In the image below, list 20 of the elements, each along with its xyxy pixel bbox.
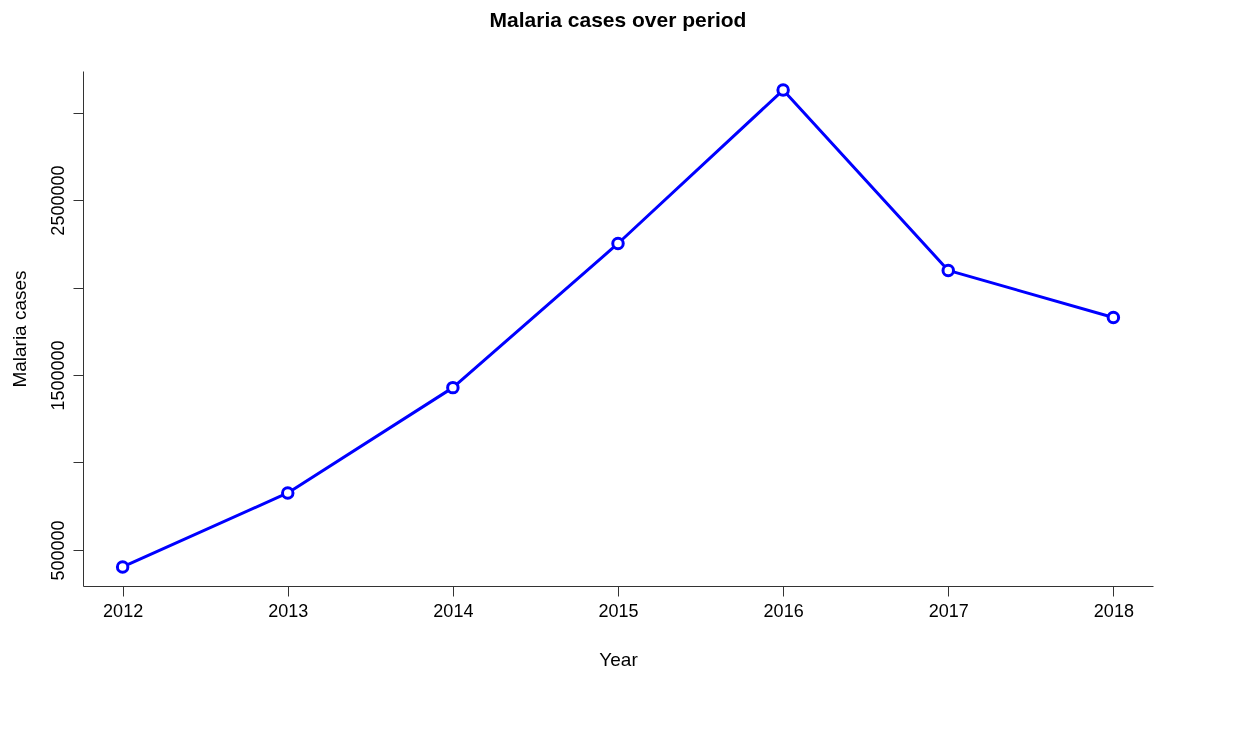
point — [115, 560, 130, 574]
x-tick-label: 2015 — [598, 600, 639, 621]
point — [446, 380, 460, 395]
chart-title: Malaria cases over period — [489, 8, 747, 31]
point — [941, 263, 955, 278]
point — [776, 83, 790, 97]
x-tick-label: 2013 — [268, 600, 309, 621]
y-axis-title: Malaria cases — [8, 270, 30, 388]
y-tick-label: 500000 — [47, 520, 68, 581]
point — [1106, 310, 1121, 325]
point — [611, 236, 625, 251]
y-tick-label: 2500000 — [47, 165, 68, 236]
x-tick-label: 2016 — [763, 600, 804, 621]
x-tick-label: 2017 — [928, 600, 969, 621]
point — [281, 486, 295, 500]
x-tick-label: 2012 — [103, 600, 144, 621]
y-tick-label: 1500000 — [47, 340, 68, 411]
x-axis-title: Year — [599, 648, 639, 670]
x-tick-label: 2014 — [433, 600, 474, 621]
x-tick-label: 2018 — [1093, 600, 1134, 621]
